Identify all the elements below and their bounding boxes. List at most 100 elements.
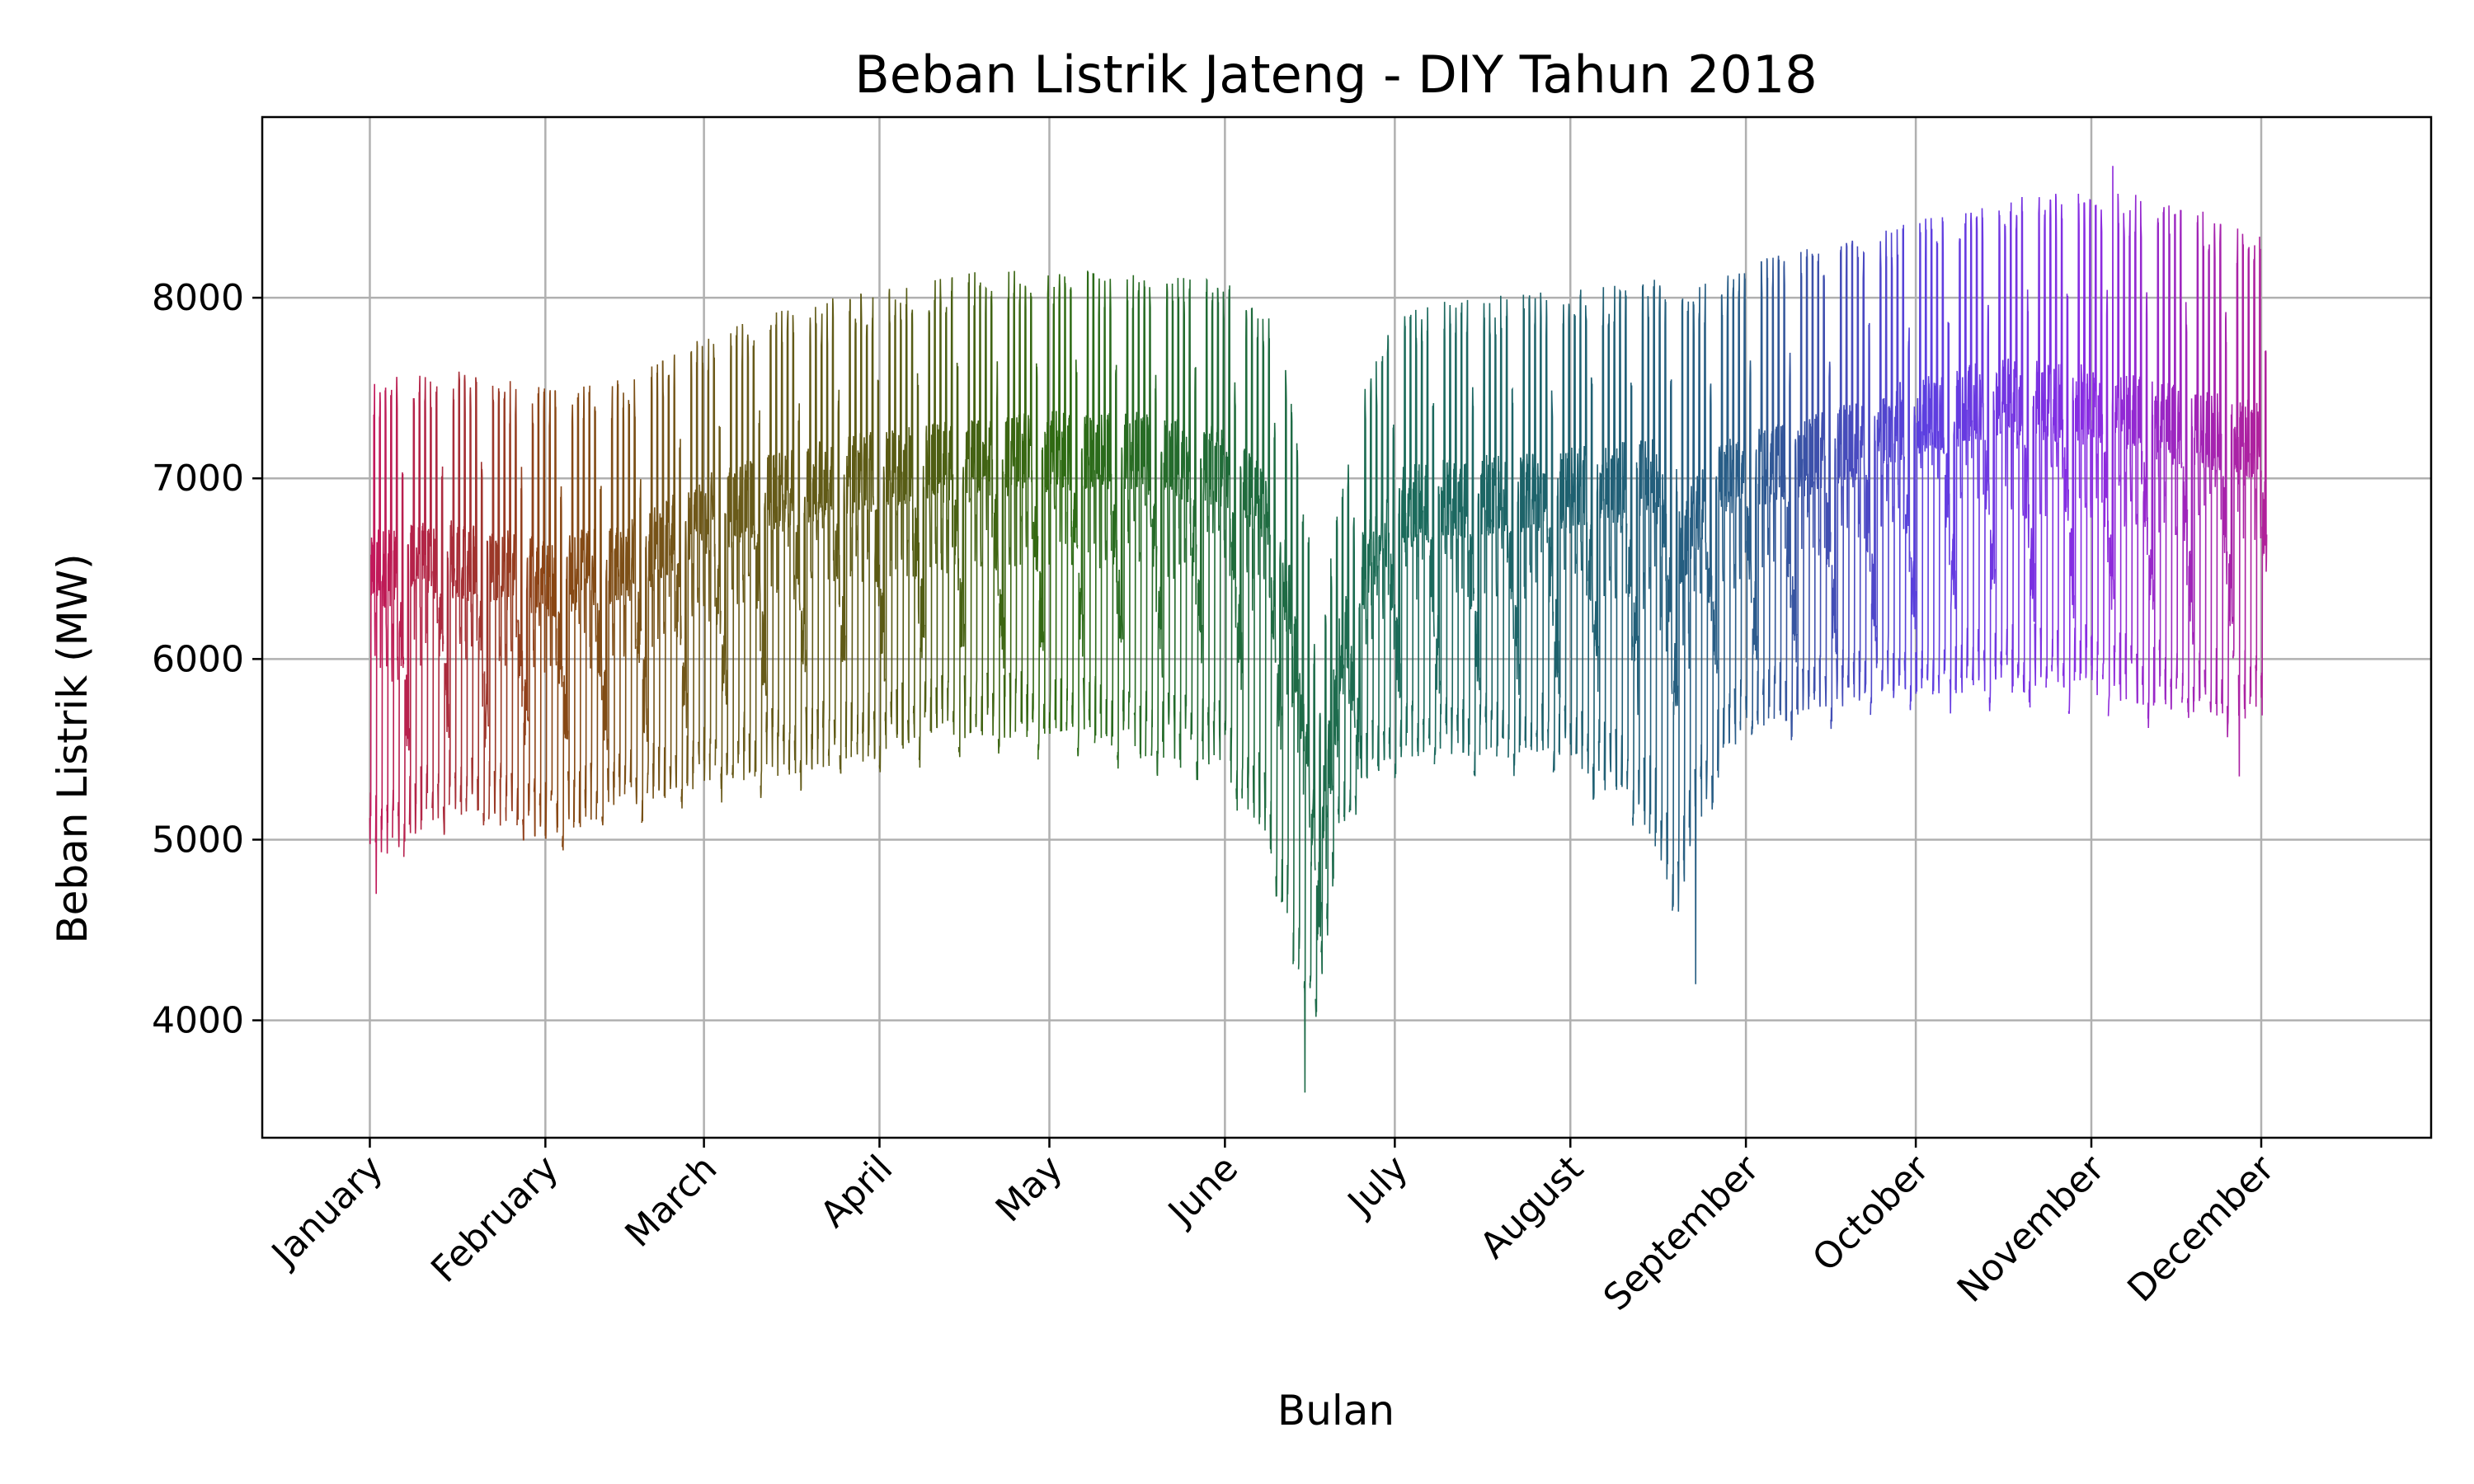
load-line-segment [720,513,727,803]
load-line-segment [1700,284,1707,817]
y-tick-label: 6000 [152,638,244,680]
load-line-segment [1009,270,1016,738]
load-line-segment [567,404,575,819]
load-line-segment [2039,209,2047,678]
load-line-segment [1638,284,1644,805]
load-line-segment [1371,361,1379,761]
load-line-segment [2227,404,2234,738]
load-line-segment [510,388,518,812]
load-line-segment [878,466,886,773]
load-line-segment [2147,381,2154,729]
load-line-segment [1677,298,1685,912]
load-line-segment [2085,199,2092,679]
load-line-segment [437,466,444,819]
load-line-segment [1451,308,1458,754]
load-line-segment [1898,224,1905,686]
load-line-segment [912,373,920,738]
load-line-segment [868,297,875,757]
load-line-segment [1694,287,1701,984]
load-line-segment [471,377,478,795]
load-line-segment [2232,228,2239,659]
load-line-segment [1836,246,1843,699]
load-line-segment [1558,304,1565,755]
load-line-segment [482,540,490,826]
load-line-segment [901,288,909,749]
load-line-segment [402,543,411,857]
load-line-segment [1145,287,1152,757]
load-line-segment [981,286,988,735]
load-line-segment [612,380,620,805]
load-line-segment [1733,273,1741,744]
load-line-segment [2142,292,2149,705]
load-line-segment [731,326,739,778]
load-line-segment [856,293,863,755]
load-line-segment [1332,516,1339,887]
series-load-line [369,166,2268,1093]
load-line-segment [420,377,427,830]
load-line-segment [1184,279,1192,729]
load-line-segment [1427,402,1435,745]
load-line-segment [1032,363,1039,723]
load-line-segment [1099,280,1107,739]
load-line-segment [748,340,755,773]
load-line-segment [1966,212,1973,679]
load-line-segment [1722,275,1729,748]
load-line-segment [1739,273,1747,730]
load-line-segment [1564,303,1571,739]
load-line-segment [1105,279,1112,737]
load-line-segment [1241,310,1249,799]
load-line-segment [1445,304,1452,735]
load-line-segment [595,486,603,819]
load-line-segment [1156,451,1164,777]
load-line-segment [1790,439,1798,740]
load-line-segment [1060,276,1067,732]
load-line-segment [1303,537,1310,1093]
load-line-segment [1620,290,1628,787]
load-line-segment [2022,289,2030,693]
load-line-segment [907,309,915,744]
load-line-segment [1569,314,1577,756]
load-line-segment [1626,383,1634,790]
load-line-segment [1207,292,1215,765]
chart-title: Beban Listrik Jateng - DIY Tahun 2018 [854,45,1818,105]
load-line-segment [623,400,631,795]
load-line-segment [1122,279,1130,730]
load-line-segment [963,273,971,739]
load-line-segment [890,299,897,725]
load-line-segment [629,379,637,787]
load-line-segment [522,557,529,841]
load-line-segment [1512,481,1520,777]
load-line-segment [1218,291,1225,760]
load-line-segment [1972,216,1979,686]
load-line-segment [1263,318,1271,831]
load-line-segment [2096,209,2104,696]
load-line-segment [1490,317,1498,748]
load-line-segment [1773,256,1780,719]
load-line-segment [1654,285,1662,847]
load-line-segment [1988,391,1996,711]
load-line-segment [2079,202,2086,681]
load-line-segment [1575,289,1583,754]
load-line-segment [1297,514,1305,970]
load-line-segment [2204,244,2211,695]
load-line-segment [1581,305,1588,769]
load-line-segment [2057,204,2064,683]
load-line-segment [2091,204,2098,681]
load-line-segment [1682,301,1690,882]
load-line-segment [1382,335,1390,761]
load-line-segment [641,536,648,824]
load-line-segment [1705,383,1713,800]
load-line-segment [1830,438,1837,730]
load-line-segment [957,467,965,758]
load-line-segment [896,303,903,739]
load-line-segment [1196,458,1203,781]
load-line-segment [1688,301,1696,847]
load-line-segment [2124,209,2132,700]
load-line-segment [1456,302,1464,744]
load-line-segment [1552,478,1559,773]
load-line-segment [697,345,705,765]
load-line-segment [1399,316,1407,758]
load-line-segment [726,333,733,776]
load-line-segment [1094,278,1101,744]
